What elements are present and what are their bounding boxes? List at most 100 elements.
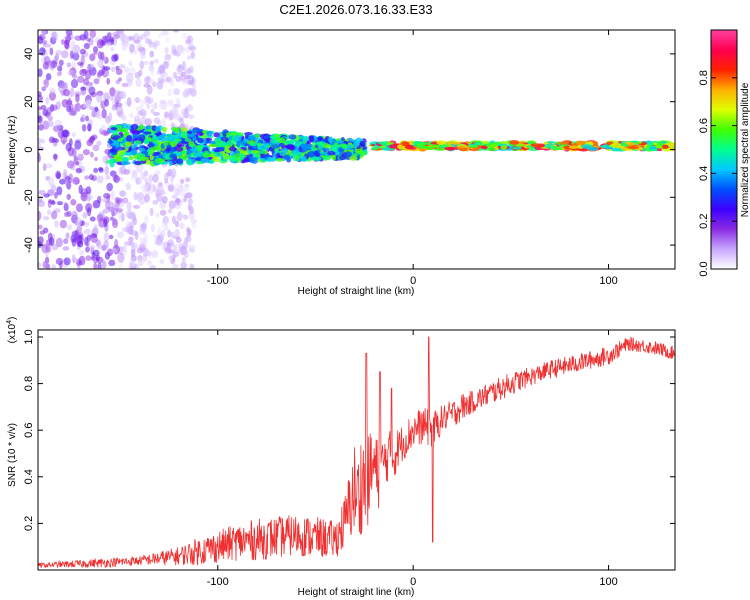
spectrogram-cell <box>88 86 96 96</box>
spectrogram-cell <box>661 144 669 149</box>
spectrogram-cell <box>252 146 258 150</box>
spectrogram-cell <box>103 71 110 77</box>
spectrogram-cell <box>96 71 102 78</box>
spectrogram-cell <box>89 53 96 62</box>
spectrogram-cell <box>54 119 63 127</box>
spectrogram-cell <box>119 92 126 99</box>
spectrogram-cell <box>118 261 124 269</box>
spectrogram-cell <box>102 197 110 203</box>
spectrogram-cell <box>82 211 88 219</box>
spectrogram-cell <box>580 144 593 149</box>
spectrogram-cell <box>400 141 410 147</box>
spectrogram-cell <box>259 145 266 151</box>
spectrogram-cell <box>149 60 155 65</box>
spectrogram-cell <box>72 52 80 61</box>
spectrogram-cell <box>105 202 112 208</box>
spectrogram-cell <box>90 233 98 243</box>
spectrogram-cell <box>42 40 48 45</box>
spectrogram-cell <box>183 239 189 248</box>
spectrogram-cell <box>122 34 129 45</box>
spectrogram-cell <box>116 231 125 239</box>
spectrogram-cell <box>147 143 155 148</box>
spectrogram-cell <box>134 160 142 166</box>
y-tick-label: -40 <box>23 237 35 253</box>
spectrogram-cell <box>110 189 115 200</box>
spectrogram-cell <box>234 150 240 155</box>
spectrogram-cell <box>137 153 146 158</box>
spectrogram-cell <box>115 68 123 75</box>
spectrogram-cell <box>278 142 285 148</box>
spectrogram-cell <box>63 257 71 266</box>
spectrogram-cell <box>152 249 159 258</box>
spectrogram-cell <box>56 71 62 77</box>
spectrogram-y-label: Frequency (Hz) <box>7 116 18 185</box>
spectrogram-cell <box>112 247 117 254</box>
spectrogram-cell <box>101 260 107 269</box>
spectrogram-cell <box>41 86 47 92</box>
spectrogram-cell <box>92 46 99 53</box>
spectrogram-cell <box>141 112 146 119</box>
spectrogram-cell <box>166 147 171 152</box>
spectrogram-cell <box>155 126 161 133</box>
spectrogram-cell <box>121 82 129 88</box>
spectrogram-cell <box>61 82 67 90</box>
spectrogram-cell <box>179 222 185 230</box>
spectrogram-cell <box>46 209 52 215</box>
spectrogram-cell <box>359 140 366 148</box>
y-tick-label: 0 <box>23 146 35 152</box>
spectrogram-cell <box>146 104 150 110</box>
spectrogram-cell <box>301 157 307 162</box>
spectrogram-cell <box>155 212 160 218</box>
spectrogram-cell <box>71 254 76 264</box>
spectrogram-cell <box>133 49 138 56</box>
spectrogram-cell <box>107 140 114 144</box>
spectrogram-cell <box>137 259 144 267</box>
spectrogram-cell <box>75 161 80 166</box>
spectrogram-cell <box>88 174 94 181</box>
spectrogram-cell <box>113 89 121 100</box>
spectrogram-cell <box>175 237 182 244</box>
spectrogram-cell <box>482 140 490 145</box>
x-tick-label: -100 <box>207 275 229 287</box>
spectrogram-cell <box>43 56 51 65</box>
spectrogram-cell <box>70 198 77 206</box>
spectrogram-cell <box>260 152 265 159</box>
spectrogram-cell <box>38 152 41 163</box>
spectrogram-cell <box>128 60 133 67</box>
spectrogram-cell <box>171 127 180 131</box>
spectrogram-cell <box>70 40 75 51</box>
spectrogram-cell <box>139 200 145 206</box>
y-tick-label: 1.0 <box>23 329 35 344</box>
spectrogram-cell <box>488 147 496 151</box>
spectrogram-cell <box>163 172 169 181</box>
spectrogram-cell <box>181 71 186 78</box>
spectrogram-cell <box>71 210 78 221</box>
spectrogram-cell <box>70 87 75 97</box>
snr-line <box>38 336 675 569</box>
spectrogram-cell <box>159 99 167 105</box>
spectrogram-cell <box>89 216 96 222</box>
spectrogram-cell <box>187 198 193 206</box>
spectrogram-cell <box>60 39 65 45</box>
x-tick-label: 0 <box>410 576 416 588</box>
snr-x-label: Height of straight line (km) <box>298 587 415 598</box>
spectrogram-cell <box>132 133 141 139</box>
spectrogram-cell <box>42 261 47 269</box>
spectrogram-cell <box>151 223 156 233</box>
spectrogram-cell <box>108 259 116 267</box>
spectrogram-cell <box>63 202 68 210</box>
spectrogram-cell <box>139 33 147 40</box>
spectrogram-cell <box>509 140 520 145</box>
spectrogram-cell <box>57 65 63 72</box>
spectrogram-cell <box>105 175 111 180</box>
spectrogram-cell <box>49 47 54 56</box>
spectrogram-cell <box>283 154 291 160</box>
spectrogram-cell <box>109 95 114 101</box>
spectrogram-cell <box>137 47 145 52</box>
spectrogram-cell <box>54 192 58 199</box>
spectrogram-cell <box>115 208 124 213</box>
spectrogram-cell <box>323 154 332 161</box>
spectrogram-cell <box>58 178 66 185</box>
spectrogram-cell <box>134 97 141 103</box>
